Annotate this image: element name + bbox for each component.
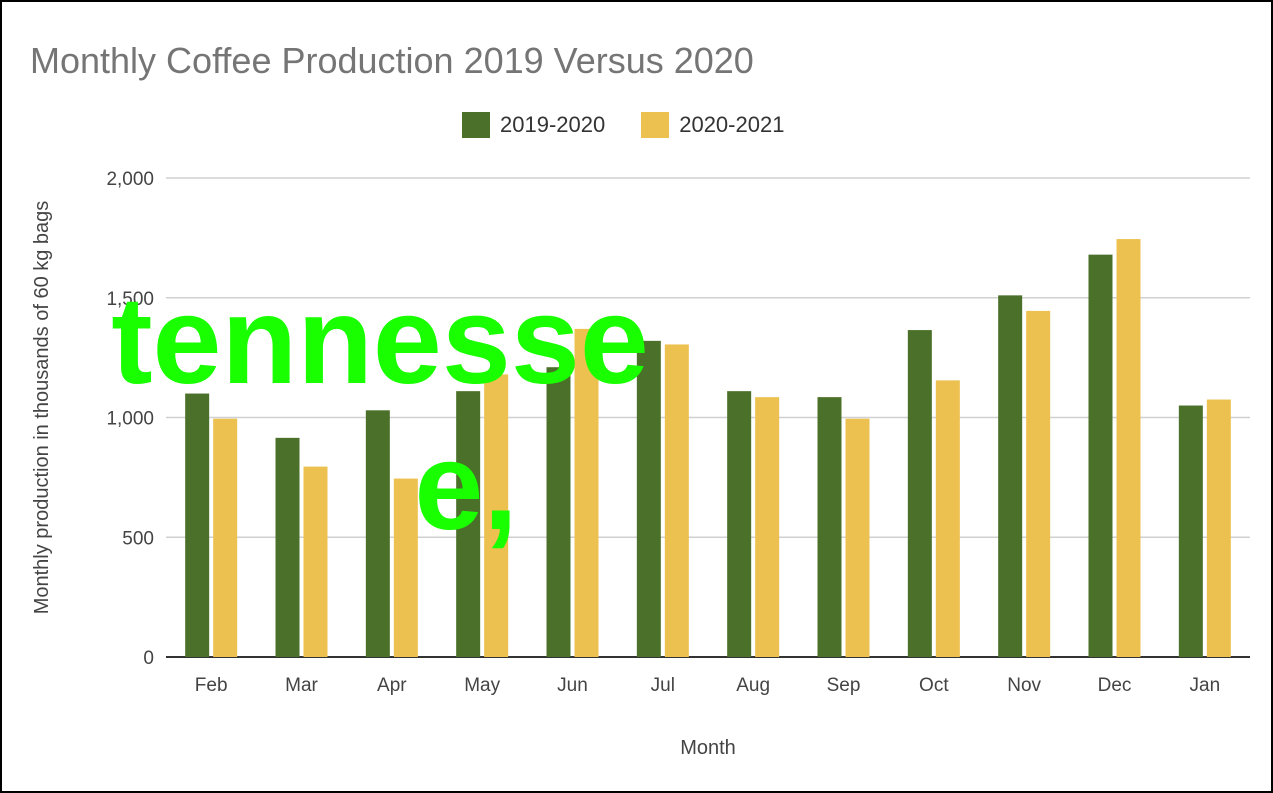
legend-item-series-2: 2020-2021 bbox=[641, 112, 784, 138]
bar-oct-series-1 bbox=[907, 330, 932, 657]
bar-dec-series-2 bbox=[1116, 239, 1141, 657]
bar-aug-series-2 bbox=[755, 397, 780, 657]
bar-jul-series-1 bbox=[636, 340, 661, 657]
legend-swatch-series-1 bbox=[462, 112, 490, 138]
bar-apr-series-2 bbox=[393, 478, 418, 657]
bar-sep-series-1 bbox=[817, 397, 842, 657]
legend-label-series-1: 2019-2020 bbox=[500, 112, 606, 137]
bar-apr-series-1 bbox=[365, 410, 390, 657]
bar-jan-series-2 bbox=[1206, 399, 1231, 657]
y-axis-title: Monthly production in thousands of 60 kg… bbox=[31, 201, 53, 615]
legend: 2019-2020 2020-2021 bbox=[462, 112, 784, 138]
x-tick-label: Mar bbox=[285, 675, 318, 696]
legend-label-series-2: 2020-2021 bbox=[679, 112, 785, 137]
bar-may-series-2 bbox=[484, 374, 509, 657]
x-tick-label: Jul bbox=[651, 675, 675, 696]
x-axis-title: Month bbox=[680, 737, 736, 759]
x-tick-label: Aug bbox=[736, 675, 770, 696]
x-tick-label: Dec bbox=[1098, 675, 1132, 696]
x-tick-label: Feb bbox=[195, 675, 228, 696]
bar-jun-series-1 bbox=[546, 367, 571, 657]
x-tick-label: Sep bbox=[827, 675, 861, 696]
y-tick-label: 500 bbox=[122, 528, 154, 549]
y-tick-label: 1,500 bbox=[106, 289, 154, 310]
bar-feb-series-1 bbox=[185, 393, 210, 657]
bar-jun-series-2 bbox=[574, 328, 599, 657]
bar-mar-series-2 bbox=[303, 466, 328, 657]
x-tick-label: Apr bbox=[377, 675, 407, 696]
bar-oct-series-2 bbox=[935, 380, 960, 657]
y-tick-label: 1,000 bbox=[106, 409, 154, 430]
bar-jan-series-1 bbox=[1178, 405, 1203, 657]
legend-swatch-series-2 bbox=[641, 112, 670, 138]
legend-item-series-1: 2019-2020 bbox=[462, 112, 605, 138]
y-tick-label: 0 bbox=[143, 648, 154, 669]
x-tick-label: Jan bbox=[1190, 675, 1221, 696]
gridlines bbox=[166, 177, 1250, 658]
bars bbox=[185, 239, 1231, 657]
bar-may-series-1 bbox=[456, 391, 481, 657]
x-tick-label: Jun bbox=[557, 675, 588, 696]
y-tick-labels: 0 500 1,000 1,500 2,000 bbox=[106, 169, 154, 669]
x-tick-label: May bbox=[464, 675, 500, 696]
bar-sep-series-2 bbox=[845, 418, 870, 657]
chart-title: Monthly Coffee Production 2019 Versus 20… bbox=[30, 40, 754, 81]
x-tick-labels: Feb Mar Apr May Jun Jul Aug Sep Oct Nov Dec Jan bbox=[195, 675, 1220, 696]
x-tick-label: Nov bbox=[1007, 675, 1041, 696]
y-tick-label: 2,000 bbox=[106, 169, 154, 190]
bar-nov-series-1 bbox=[998, 295, 1023, 657]
bar-jul-series-2 bbox=[664, 344, 689, 657]
bar-mar-series-1 bbox=[275, 437, 300, 657]
bar-feb-series-2 bbox=[213, 418, 238, 657]
x-tick-label: Oct bbox=[919, 675, 949, 696]
bar-aug-series-1 bbox=[727, 391, 752, 657]
bar-dec-series-1 bbox=[1088, 254, 1113, 657]
bar-nov-series-2 bbox=[1026, 310, 1051, 657]
